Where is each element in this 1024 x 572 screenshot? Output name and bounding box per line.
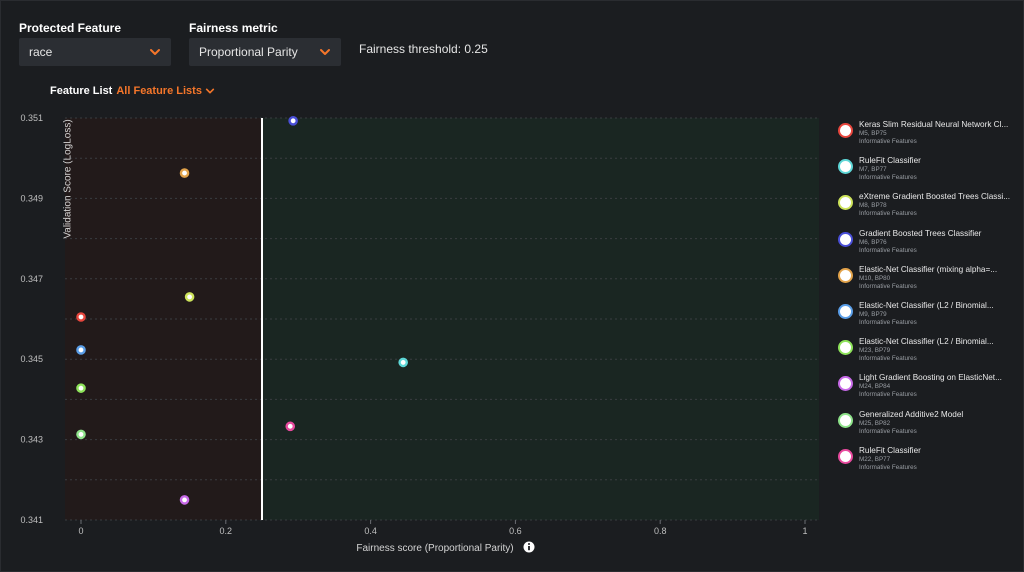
legend-model-name: eXtreme Gradient Boosted Trees Classi...	[859, 192, 1011, 202]
legend-feature-list: Informative Features	[859, 282, 917, 290]
chevron-down-icon	[150, 49, 160, 55]
legend-model-id: M25, BP82	[859, 419, 891, 427]
legend-marker	[838, 303, 853, 319]
data-point[interactable]	[76, 312, 86, 322]
legend-model-id: M9, BP79	[859, 310, 887, 318]
chevron-down-icon	[205, 88, 215, 94]
x-tick-label: 0.4	[364, 526, 377, 536]
legend-model-name: Keras Slim Residual Neural Network Cl...	[859, 120, 1009, 129]
legend-model-name: Light Gradient Boosting on ElasticNet...	[859, 373, 1002, 383]
data-point[interactable]	[76, 345, 86, 355]
legend-feature-list: Informative Features	[859, 246, 917, 254]
legend: Keras Slim Residual Neural Network Cl...…	[833, 118, 1018, 480]
data-point[interactable]	[179, 168, 190, 178]
y-tick-label: 0.341	[20, 515, 43, 525]
legend-model-id: M22, BP77	[859, 455, 891, 463]
legend-model-name: RuleFit Classifier	[859, 156, 921, 166]
legend-model-name: Gradient Boosted Trees Classifier	[859, 228, 982, 238]
x-tick-label: 0.2	[220, 526, 233, 536]
legend-feature-list: Informative Features	[859, 391, 917, 399]
legend-model-name: Elastic-Net Classifier (L2 / Binomial...	[859, 337, 994, 347]
fairness-threshold-text: Fairness threshold: 0.25	[359, 42, 488, 56]
legend-item[interactable]: RuleFit Classifier M7, BP77 Informative Fe…	[833, 156, 1018, 190]
legend-feature-list: Informative Features	[859, 463, 917, 471]
data-point[interactable]	[179, 495, 190, 505]
protected-feature-select[interactable]: race	[19, 38, 171, 66]
y-tick-label: 0.349	[20, 193, 43, 203]
x-axis-label: Fairness score (Proportional Parity)	[356, 543, 513, 554]
legend-feature-list: Informative Features	[859, 210, 917, 218]
info-icon[interactable]	[523, 541, 535, 553]
fairness-metric-select[interactable]: Proportional Parity	[189, 38, 341, 66]
legend-model-id: M10, BP80	[859, 274, 891, 282]
data-point[interactable]	[76, 429, 86, 440]
legend-marker	[838, 123, 853, 138]
legend-model-id: M23, BP79	[859, 347, 891, 355]
legend-marker	[838, 376, 853, 392]
fairness-metric-value: Proportional Parity	[199, 45, 298, 59]
legend-item[interactable]: Gradient Boosted Trees Classifier M6, BP7…	[833, 229, 1018, 263]
feature-list-label: Feature List	[50, 85, 113, 97]
x-tick-label: 0.8	[654, 526, 667, 536]
x-tick-label: 0.6	[509, 526, 522, 536]
legend-model-id: M7, BP77	[859, 166, 887, 174]
data-point[interactable]	[288, 116, 298, 126]
legend-marker	[838, 231, 853, 247]
legend-model-name: Elastic-Net Classifier (L2 / Binomial...	[859, 300, 994, 310]
protected-feature-label: Protected Feature	[19, 21, 122, 35]
data-point[interactable]	[184, 292, 195, 302]
legend-model-id: M6, BP76	[859, 238, 887, 246]
feature-list-control: Feature List All Feature Lists	[50, 85, 215, 97]
legend-model-name: RuleFit Classifier	[859, 445, 921, 455]
chevron-down-icon	[320, 49, 330, 55]
data-points	[76, 116, 408, 505]
below-threshold-region	[65, 118, 262, 520]
x-tick-label: 1	[802, 526, 807, 536]
legend-item[interactable]: Elastic-Net Classifier (mixing alpha=...…	[833, 265, 1018, 299]
y-axis-ticks: 0.341 0.343 0.345 0.347 0.349 0.351	[20, 113, 43, 525]
legend-marker	[838, 412, 853, 428]
x-tick-label: 0	[78, 526, 83, 536]
legend-marker	[838, 448, 853, 464]
data-point[interactable]	[76, 383, 86, 393]
grid-lines	[65, 117, 819, 521]
y-tick-label: 0.343	[20, 435, 43, 445]
data-point[interactable]	[398, 357, 408, 368]
legend-marker	[838, 159, 853, 175]
legend-feature-list: Informative Features	[859, 138, 917, 145]
legend-model-id: M24, BP84	[859, 383, 891, 391]
legend-feature-list: Informative Features	[859, 355, 917, 363]
x-axis-ticks: 0 0.2 0.4 0.6 0.8 1	[78, 520, 808, 536]
fairness-metric-label: Fairness metric	[189, 21, 278, 35]
feature-list-dropdown[interactable]: All Feature Lists	[116, 85, 215, 97]
legend-model-id: M8, BP78	[859, 202, 887, 210]
legend-marker	[838, 340, 853, 356]
y-tick-label: 0.345	[20, 354, 43, 364]
legend-model-name: Elastic-Net Classifier (mixing alpha=...	[859, 264, 998, 274]
legend-model-name: Generalized Additive2 Model	[859, 409, 964, 419]
legend-item[interactable]: Keras Slim Residual Neural Network Cl...…	[833, 120, 1018, 154]
y-axis-label: Validation Score (LogLoss)	[63, 119, 74, 238]
legend-marker	[838, 267, 853, 283]
y-tick-label: 0.347	[20, 274, 43, 284]
protected-feature-value: race	[29, 45, 53, 59]
legend-feature-list: Informative Features	[859, 427, 917, 435]
legend-item[interactable]: Elastic-Net Classifier (L2 / Binomial...…	[833, 337, 1018, 371]
data-point[interactable]	[285, 421, 296, 432]
legend-item[interactable]: Generalized Additive2 Model M25, BP82 Info…	[833, 410, 1018, 444]
legend-model-id: M5, BP75	[859, 130, 887, 137]
y-tick-label: 0.351	[20, 113, 43, 123]
legend-marker	[838, 195, 853, 211]
legend-feature-list: Informative Features	[859, 318, 917, 326]
legend-item[interactable]: Light Gradient Boosting on ElasticNet...…	[833, 373, 1018, 407]
feature-list-value: All Feature Lists	[116, 85, 202, 97]
legend-item[interactable]: Elastic-Net Classifier (L2 / Binomial...…	[833, 301, 1018, 335]
legend-feature-list: Informative Features	[859, 174, 917, 182]
legend-item[interactable]: RuleFit Classifier M22, BP77 Informative F…	[833, 446, 1018, 480]
legend-item[interactable]: eXtreme Gradient Boosted Trees Classi...…	[833, 192, 1018, 226]
